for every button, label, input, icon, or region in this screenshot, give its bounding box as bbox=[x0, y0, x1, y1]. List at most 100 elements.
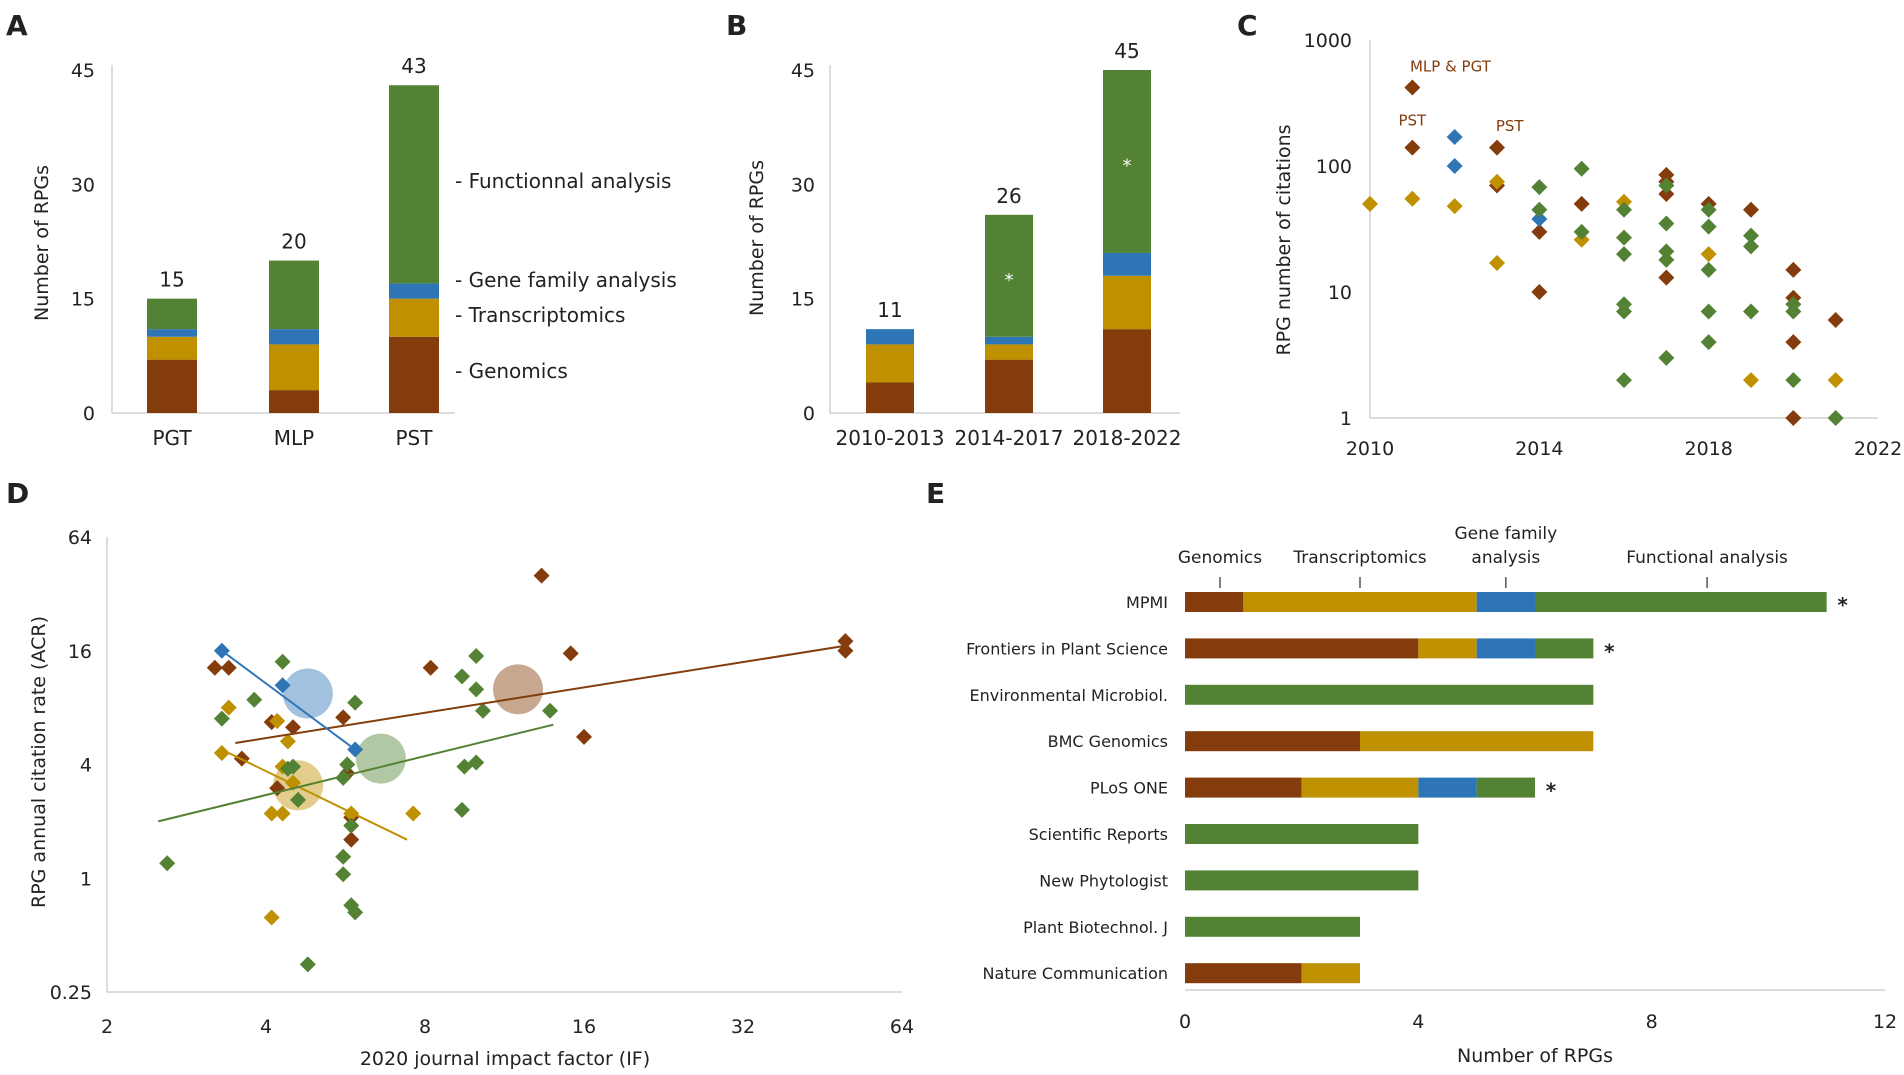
bar-segment bbox=[985, 214, 1033, 337]
data-point bbox=[1700, 303, 1717, 320]
bar-segment bbox=[1243, 592, 1477, 612]
x-axis-title: Number of RPGs bbox=[1457, 1045, 1613, 1067]
y-tick-label: 1 bbox=[1340, 408, 1352, 430]
data-point bbox=[1785, 261, 1802, 278]
bar-segment bbox=[269, 260, 319, 330]
significance-star: * bbox=[1005, 270, 1014, 291]
data-point bbox=[213, 745, 230, 762]
journal-label: PLoS ONE bbox=[1090, 779, 1168, 798]
x-tick-label: 64 bbox=[890, 1016, 914, 1038]
journal-label: Frontiers in Plant Science bbox=[966, 639, 1168, 658]
data-point bbox=[1573, 160, 1590, 177]
data-point bbox=[837, 633, 854, 650]
bar-segment bbox=[1535, 592, 1827, 612]
data-point bbox=[1446, 198, 1463, 215]
y-tick-label: 1000 bbox=[1304, 30, 1352, 52]
bar-segment bbox=[389, 298, 439, 337]
data-point bbox=[343, 817, 360, 834]
x-tick-label: 2010 bbox=[1346, 438, 1394, 460]
data-point bbox=[562, 645, 579, 662]
data-point bbox=[290, 791, 307, 808]
legend-label: Genomics bbox=[1178, 548, 1262, 568]
data-point bbox=[1658, 251, 1675, 268]
bar-segment bbox=[1185, 777, 1302, 798]
bar-segment bbox=[1476, 592, 1535, 612]
panel-a-stacked-bar-chart: 0 15 30 45 Number of RPGs 15 PGT 20 MLP 43 PST - Ge… bbox=[31, 54, 677, 450]
bar-total-label: 45 bbox=[1114, 39, 1139, 63]
data-point bbox=[453, 668, 470, 685]
bar-segment bbox=[147, 329, 197, 337]
data-point bbox=[1700, 246, 1717, 263]
x-tick-label: 12 bbox=[1873, 1011, 1897, 1033]
data-point bbox=[1573, 195, 1590, 212]
y-tick-label: 45 bbox=[791, 60, 815, 82]
bar-segment bbox=[1103, 70, 1151, 253]
journal-label: Plant Biotechnol. J bbox=[1023, 918, 1168, 937]
legend-label: - Genomics bbox=[455, 359, 568, 383]
data-point bbox=[1785, 372, 1802, 389]
y-tick-label: 15 bbox=[791, 289, 815, 311]
data-point bbox=[533, 567, 550, 584]
y-tick-label: 45 bbox=[71, 60, 95, 82]
data-point bbox=[335, 709, 352, 726]
y-tick-label: 1 bbox=[80, 868, 92, 890]
bar-segment bbox=[985, 336, 1033, 345]
data-point bbox=[1616, 303, 1632, 320]
data-point bbox=[1489, 254, 1505, 271]
y-tick-label: 0 bbox=[803, 403, 815, 425]
data-point bbox=[453, 801, 470, 818]
y-tick-label: 15 bbox=[71, 289, 95, 311]
trend-line bbox=[235, 644, 846, 744]
trend-line bbox=[221, 649, 356, 751]
point-annotation: PST bbox=[1496, 117, 1525, 135]
data-point bbox=[1489, 139, 1505, 156]
data-point bbox=[220, 659, 237, 676]
bar-segment bbox=[389, 336, 439, 413]
data-point bbox=[1658, 185, 1675, 202]
y-axis-title: Number of RPGs bbox=[31, 165, 53, 321]
bar-segment bbox=[147, 359, 197, 413]
bar-total-label: 43 bbox=[401, 54, 426, 78]
data-point bbox=[274, 653, 291, 670]
y-tick-label: 16 bbox=[68, 641, 92, 663]
point-annotation: PST bbox=[1398, 111, 1427, 129]
data-point bbox=[1658, 269, 1675, 286]
panel-b-stacked-bar-chart: 0 15 30 45 Number of RPGs 11 2010-2013 26 2014-2… bbox=[746, 39, 1182, 450]
data-point bbox=[474, 702, 491, 719]
x-tick-label: 16 bbox=[572, 1016, 596, 1038]
data-point bbox=[1616, 229, 1632, 246]
data-point bbox=[1658, 349, 1675, 366]
x-category-label: 2010-2013 bbox=[835, 426, 944, 450]
bar-total-label: 26 bbox=[996, 184, 1021, 208]
panel-label-b: B bbox=[726, 9, 747, 42]
data-point bbox=[285, 758, 302, 775]
bar-segment bbox=[1535, 638, 1594, 659]
data-point bbox=[343, 831, 360, 848]
data-point bbox=[1531, 201, 1548, 218]
journal-label: MPMI bbox=[1126, 593, 1168, 612]
bar-segment bbox=[1418, 777, 1477, 798]
bar-segment bbox=[1418, 638, 1477, 659]
data-point bbox=[1616, 372, 1632, 389]
legend-label: Functional analysis bbox=[1626, 548, 1788, 568]
bar-total-label: 15 bbox=[159, 268, 184, 292]
data-point bbox=[1404, 139, 1421, 156]
data-point bbox=[1446, 158, 1463, 174]
legend-label: Gene family bbox=[1454, 524, 1557, 544]
x-category-label: 2018-2022 bbox=[1072, 426, 1181, 450]
data-point bbox=[285, 719, 302, 736]
y-tick-label: 0 bbox=[83, 403, 95, 425]
data-point bbox=[1616, 246, 1632, 263]
bar-segment bbox=[389, 283, 439, 299]
data-point bbox=[335, 769, 352, 786]
data-point bbox=[339, 756, 356, 773]
data-point bbox=[1785, 303, 1802, 320]
x-tick-label: 4 bbox=[1412, 1011, 1424, 1033]
y-tick-label: 30 bbox=[71, 174, 95, 196]
x-tick-label: 8 bbox=[419, 1016, 431, 1038]
data-point bbox=[246, 691, 263, 708]
data-point bbox=[1404, 79, 1421, 96]
bar-segment bbox=[269, 344, 319, 391]
data-point bbox=[206, 659, 223, 676]
data-point bbox=[1404, 190, 1421, 207]
